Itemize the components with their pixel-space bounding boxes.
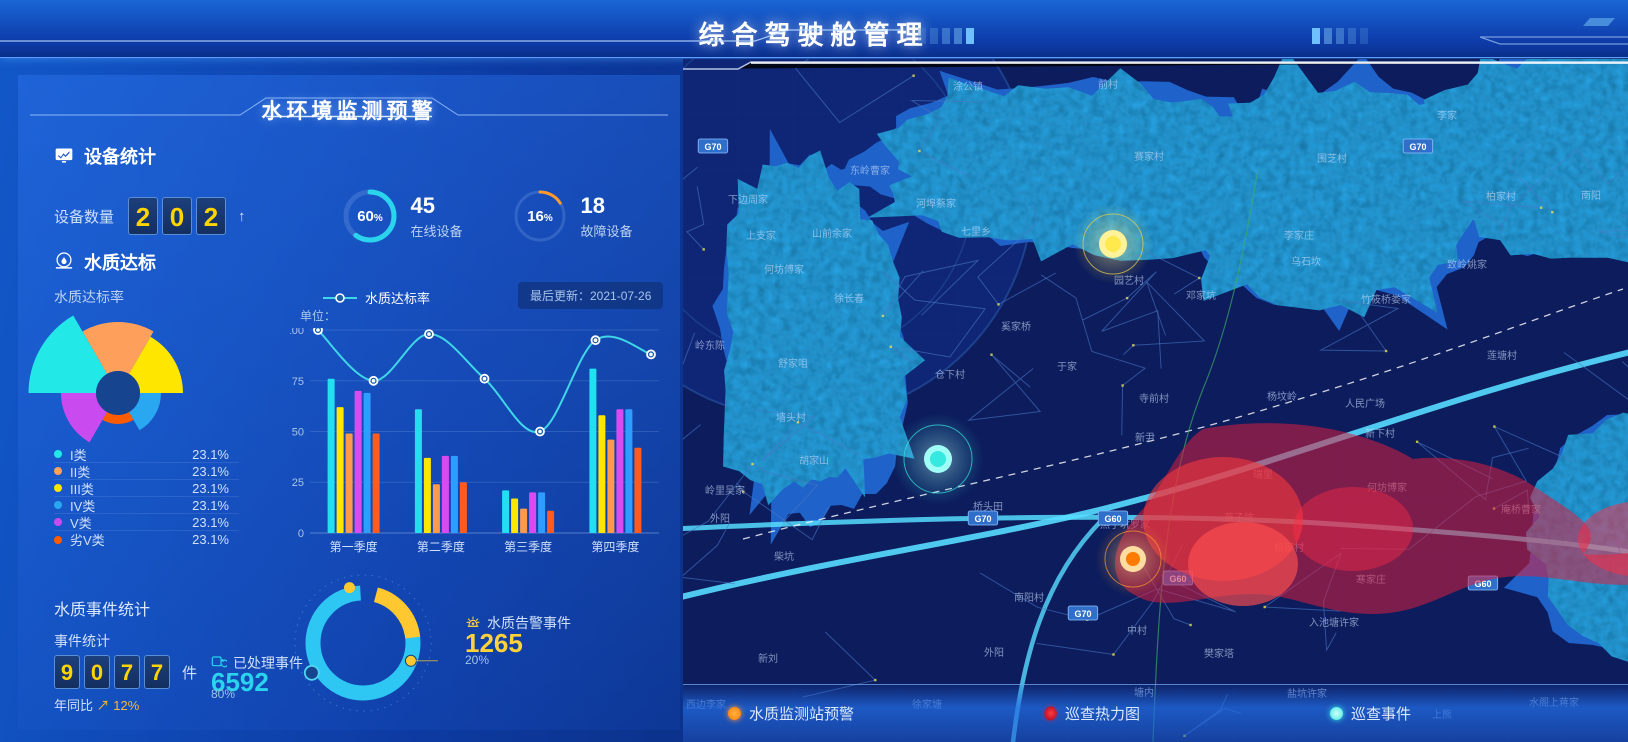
svg-text:墙头村: 墙头村 [776,411,806,424]
svg-text:仓下村: 仓下村 [935,368,965,381]
svg-text:100: 100 [290,328,304,337]
svg-text:人民广场: 人民广场 [1345,397,1385,410]
svg-text:第二季度: 第二季度 [417,539,465,553]
svg-text:河埠蔡家: 河埠蔡家 [916,197,956,210]
svg-text:上支家: 上支家 [746,229,776,242]
svg-text:邓家坑: 邓家坑 [1186,289,1216,302]
svg-text:致岭姚家: 致岭姚家 [1447,258,1487,271]
svg-text:60%: 60% [357,208,383,225]
svg-text:75: 75 [292,376,304,388]
svg-text:杨坟岭: 杨坟岭 [1267,390,1297,403]
svg-text:徐长春: 徐长春 [834,292,864,305]
svg-text:于家: 于家 [1057,360,1077,373]
svg-text:25: 25 [292,477,304,489]
svg-text:G60: G60 [1104,514,1121,524]
svg-text:岭里吴家: 岭里吴家 [705,484,745,497]
svg-text:G70: G70 [704,142,721,152]
svg-text:南阳: 南阳 [1581,189,1601,202]
svg-text:柴坑: 柴坑 [774,550,794,563]
svg-text:东岭曹家: 东岭曹家 [850,164,890,177]
svg-text:G70: G70 [974,514,991,524]
svg-text:新刘: 新刘 [758,652,778,665]
svg-text:涂公镇: 涂公镇 [953,80,983,93]
svg-text:第三季度: 第三季度 [504,539,552,553]
svg-text:G70: G70 [1409,142,1426,152]
svg-text:0: 0 [298,528,304,540]
svg-text:李家庄: 李家庄 [1284,229,1314,242]
svg-text:七里乡: 七里乡 [961,226,991,238]
svg-text:岭东陈: 岭东陈 [695,339,725,352]
svg-text:外阳: 外阳 [984,647,1004,659]
svg-text:奚家桥: 奚家桥 [1001,320,1031,333]
svg-text:柏家村: 柏家村 [1486,190,1516,203]
svg-text:16%: 16% [527,208,553,225]
svg-text:中村: 中村 [1127,624,1147,637]
svg-text:赛家村: 赛家村 [1134,150,1164,163]
svg-text:外阳: 外阳 [710,513,730,525]
svg-text:莲塘村: 莲塘村 [1487,349,1517,362]
svg-text:山前余家: 山前余家 [812,227,852,240]
svg-text:第一季度: 第一季度 [330,539,378,553]
svg-text:入池塘许家: 入池塘许家 [1309,616,1359,629]
svg-text:何坊傅家: 何坊傅家 [764,263,804,276]
svg-text:胡家山: 胡家山 [799,454,829,467]
svg-text:G70: G70 [1074,609,1091,619]
svg-text:樊家塔: 樊家塔 [1204,647,1234,660]
svg-text:乌石坎: 乌石坎 [1291,255,1321,268]
svg-text:李家: 李家 [1437,109,1457,122]
svg-text:50: 50 [292,427,304,439]
svg-text:下边周家: 下边周家 [728,193,768,206]
svg-text:新尹: 新尹 [1135,431,1155,444]
svg-text:第四季度: 第四季度 [591,539,639,553]
svg-text:竹筱桥娄家: 竹筱桥娄家 [1361,293,1411,306]
svg-text:围芝村: 围芝村 [1317,152,1347,165]
svg-text:前村: 前村 [1098,78,1118,91]
svg-text:寺前村: 寺前村 [1139,392,1169,405]
svg-text:舒家咀: 舒家咀 [778,357,808,370]
svg-text:新下村: 新下村 [1365,427,1395,440]
svg-text:南阳村: 南阳村 [1014,591,1044,604]
